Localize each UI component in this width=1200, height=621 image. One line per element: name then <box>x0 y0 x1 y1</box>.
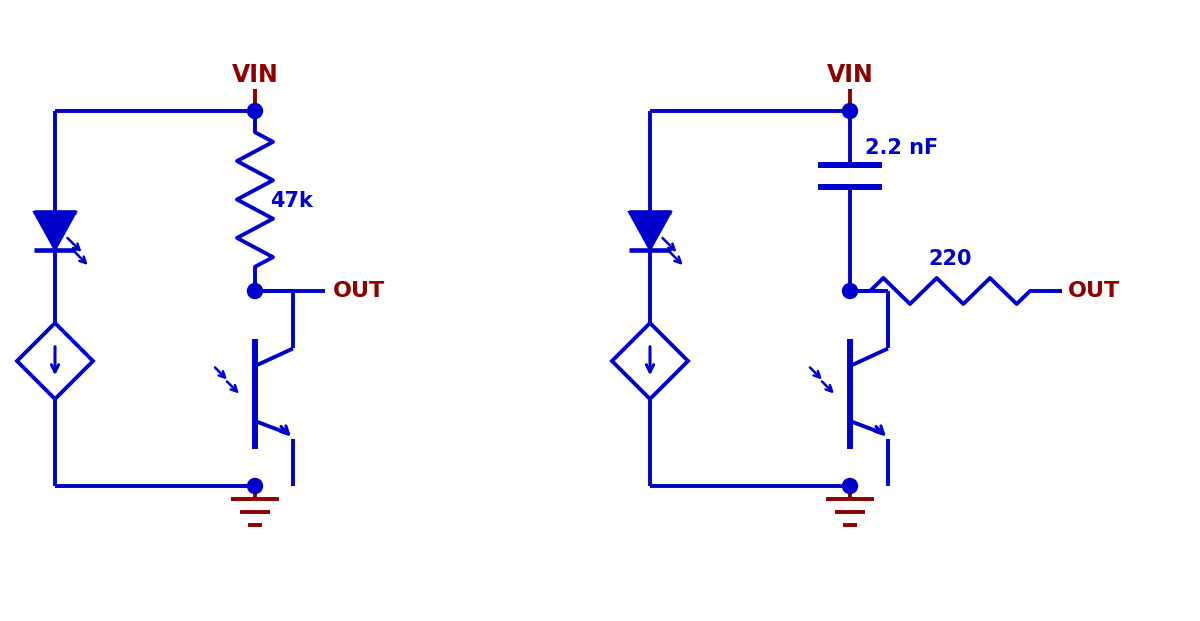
Text: 47k: 47k <box>270 191 313 211</box>
Circle shape <box>842 284 858 299</box>
Text: VIN: VIN <box>827 63 874 87</box>
Text: 2.2 nF: 2.2 nF <box>865 138 938 158</box>
Circle shape <box>842 104 858 119</box>
Circle shape <box>247 104 263 119</box>
Circle shape <box>842 479 858 494</box>
Circle shape <box>247 284 263 299</box>
Text: 220: 220 <box>929 249 972 269</box>
Text: VIN: VIN <box>232 63 278 87</box>
Text: OUT: OUT <box>334 281 385 301</box>
Polygon shape <box>629 212 671 250</box>
Polygon shape <box>34 212 76 250</box>
Text: OUT: OUT <box>1068 281 1121 301</box>
Circle shape <box>247 479 263 494</box>
